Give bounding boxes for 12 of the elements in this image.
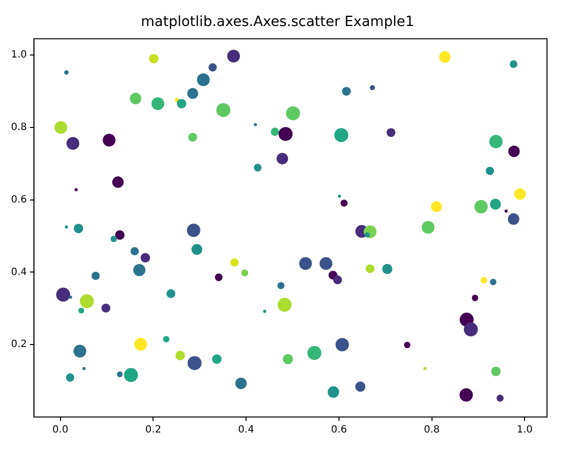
y-tick-label: 1.0 [10,50,27,61]
y-tick-label: 0.4 [10,266,27,278]
y-tick-label: 0.8 [10,122,27,134]
chart-title: matplotlib.axes.Axes.scatter Example1 [140,14,414,30]
x-tick-label: 0.6 [331,424,347,436]
x-tick-label: 0.4 [238,424,254,436]
x-tick-label: 0.2 [145,424,162,436]
x-tick-label: 0.8 [424,424,440,436]
x-tick-label: 1.0 [516,424,533,436]
x-tick-label: 0.0 [52,424,68,436]
y-tick-label: 0.2 [10,339,27,350]
y-tick-label: 0.6 [10,194,27,206]
